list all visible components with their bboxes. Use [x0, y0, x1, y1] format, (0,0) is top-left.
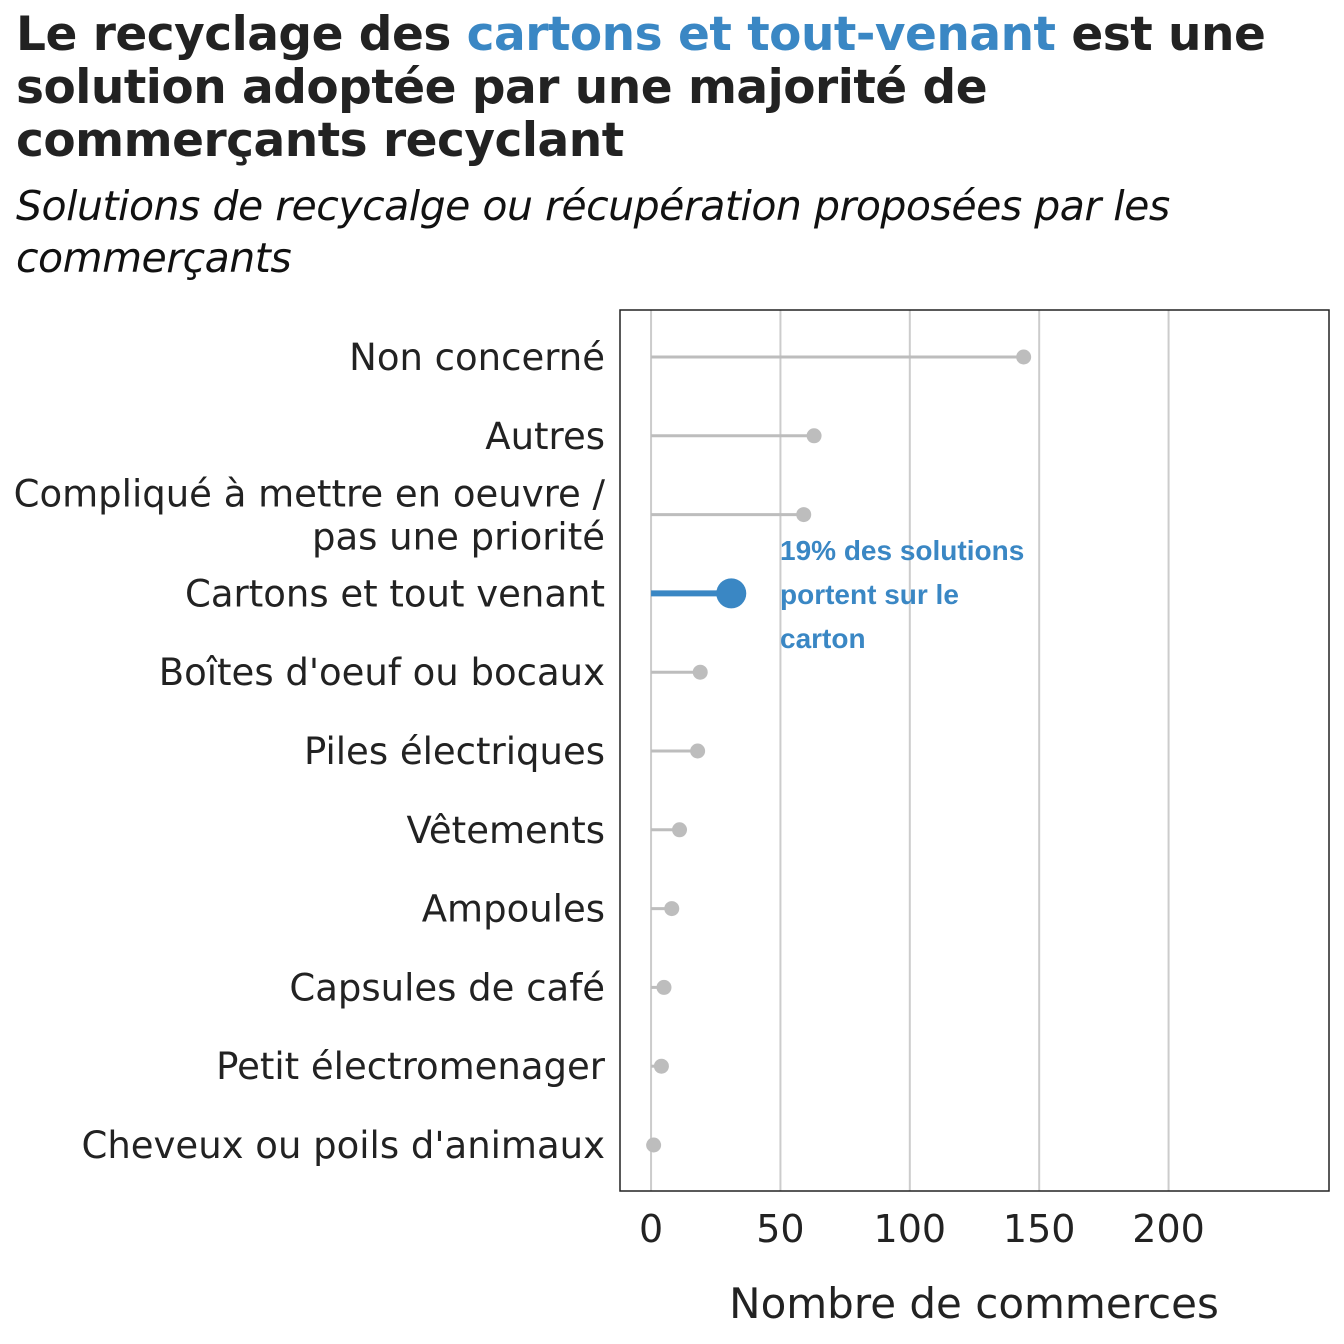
category-label-piles-electriques: Piles électriques — [304, 730, 605, 773]
point-non-concerne — [1016, 349, 1032, 365]
title-highlight: cartons et tout-venant — [466, 7, 1056, 62]
point-cartons-et-tout-venant — [716, 578, 747, 609]
point-capsules-de-cafe — [656, 979, 672, 995]
category-label-capsules-de-cafe: Capsules de café — [289, 966, 605, 1009]
category-label-autres: Autres — [485, 415, 605, 458]
category-label-cartons-et-tout-venant: Cartons et tout venant — [185, 572, 605, 615]
x-tick-label-50: 50 — [756, 1207, 804, 1251]
category-label-petit-electromenager: Petit électromenager — [216, 1045, 606, 1088]
chart-subtitle: Solutions de recycalge ou récupération p… — [16, 182, 1170, 282]
annotation-line-3: carton — [780, 623, 866, 654]
point-piles-electriques — [690, 743, 706, 759]
grid-lines — [650, 310, 1170, 1191]
point-vetements — [672, 822, 688, 838]
plot-panel-border — [619, 309, 1330, 1192]
chart-title: Le recyclage des cartons et tout-venant … — [16, 8, 1336, 167]
point-complique-a-mettre-en-oeuvre-pas-une-priorite — [796, 507, 812, 523]
point-ampoules — [664, 901, 680, 917]
category-label-non-concerne: Non concerné — [349, 336, 605, 379]
annotation-text: 19% des solutions portent sur le carton — [780, 535, 1024, 654]
title-part1: Le recyclage des — [16, 7, 467, 62]
category-label-ampoules: Ampoules — [422, 888, 605, 931]
point-petit-electromenager — [653, 1058, 669, 1074]
x-tick-label-0: 0 — [639, 1207, 663, 1251]
annotation-line-1: 19% des solutions — [780, 535, 1024, 566]
category-label-cheveux-ou-poils-d-animaux: Cheveux ou poils d'animaux — [81, 1124, 605, 1167]
x-tick-label-200: 200 — [1132, 1207, 1205, 1251]
x-axis-title: Nombre de commerces — [729, 1279, 1219, 1328]
category-label-boites-d-oeuf-ou-bocaux: Boîtes d'oeuf ou bocaux — [159, 651, 605, 694]
lollipop-marks — [646, 349, 1032, 1153]
category-label-vetements: Vêtements — [406, 809, 605, 852]
point-boites-d-oeuf-ou-bocaux — [692, 664, 708, 680]
x-tick-label-150: 150 — [1003, 1207, 1076, 1251]
x-tick-labels: 0 50 100 150 200 — [639, 1207, 1205, 1251]
annotation-line-2: portent sur le — [780, 579, 959, 610]
x-tick-label-100: 100 — [874, 1207, 947, 1251]
category-labels: Non concerné Autres Compliqué à mettre en … — [14, 336, 606, 1167]
title-part2: est une solution adoptée par une majorit… — [16, 7, 1266, 168]
point-autres — [806, 428, 822, 444]
point-cheveux-ou-poils-d-animaux — [646, 1137, 662, 1153]
category-label-complique-a-mettre-en-oeuvre-pas-une-priorite: Compliqué à mettre en oeuvre / pas une pr… — [14, 473, 606, 559]
